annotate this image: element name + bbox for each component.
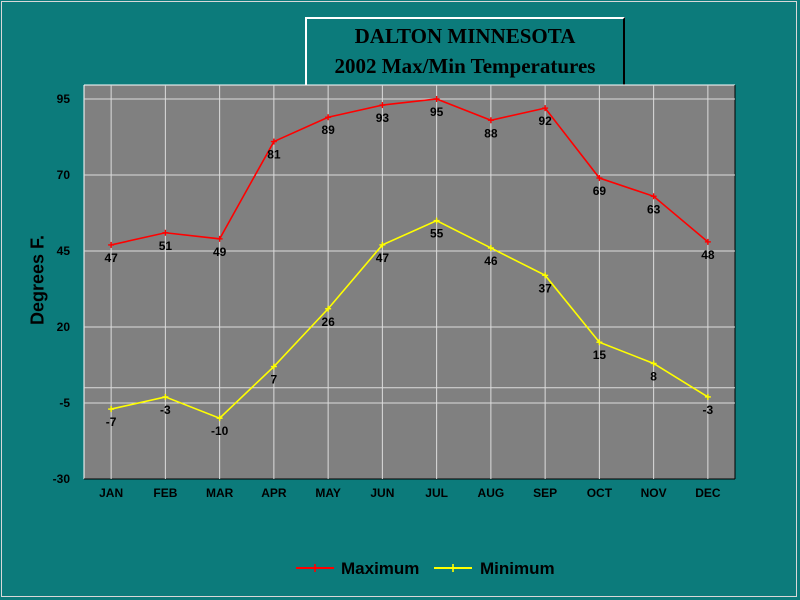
data-label-minimum: -3 [160, 403, 171, 417]
y-tick-label: 70 [57, 168, 71, 182]
data-label-maximum: 51 [159, 239, 173, 253]
x-tick-label: JUN [370, 486, 394, 500]
data-label-minimum: 47 [376, 251, 390, 265]
legend-label-maximum: Maximum [341, 559, 419, 578]
data-label-maximum: 81 [267, 148, 281, 162]
data-label-maximum: 49 [213, 245, 227, 259]
series-line-minimum [110, 219, 709, 420]
data-label-minimum: 8 [650, 369, 657, 383]
y-tick-label: 95 [57, 92, 71, 106]
x-tick-label: NOV [641, 486, 667, 500]
data-label-maximum: 92 [538, 114, 552, 128]
x-tick-label: AUG [478, 486, 505, 500]
x-tick-label: JAN [99, 486, 123, 500]
x-tick-label: FEB [153, 486, 177, 500]
x-tick-label: MAY [315, 486, 341, 500]
x-tick-label: APR [261, 486, 287, 500]
plot-area [84, 85, 735, 479]
x-tick-label: SEP [533, 486, 557, 500]
data-label-maximum: 93 [376, 111, 390, 125]
x-tick-label: MAR [206, 486, 234, 500]
x-tick-label: OCT [587, 486, 613, 500]
data-label-minimum: 55 [430, 227, 444, 241]
data-label-maximum: 63 [647, 202, 661, 216]
chart-title-line-1: DALTON MINNESOTA [354, 24, 576, 48]
series-line-maximum [110, 98, 709, 246]
data-label-maximum: 69 [593, 184, 607, 198]
y-tick-label: 45 [57, 244, 71, 258]
data-label-minimum: 7 [271, 373, 278, 387]
data-label-minimum: -7 [106, 415, 117, 429]
data-label-minimum: -3 [703, 403, 714, 417]
legend-label-minimum: Minimum [480, 559, 555, 578]
data-label-minimum: 15 [593, 348, 607, 362]
data-label-maximum: 48 [701, 248, 715, 262]
y-tick-label: -5 [59, 396, 70, 410]
chart-title-line-2: 2002 Max/Min Temperatures [334, 54, 596, 78]
x-tick-label: DEC [695, 486, 721, 500]
data-label-maximum: 95 [430, 105, 444, 119]
x-tick-label: JUL [425, 486, 448, 500]
y-tick-label: -30 [53, 472, 71, 486]
data-label-maximum: 89 [321, 123, 335, 137]
y-tick-label: 20 [57, 320, 71, 334]
data-label-maximum: 47 [104, 251, 118, 265]
data-label-minimum: 37 [538, 281, 552, 295]
data-label-maximum: 88 [484, 126, 498, 140]
data-label-minimum: 26 [321, 315, 335, 329]
data-label-minimum: 46 [484, 254, 498, 268]
data-label-minimum: -10 [211, 424, 229, 438]
